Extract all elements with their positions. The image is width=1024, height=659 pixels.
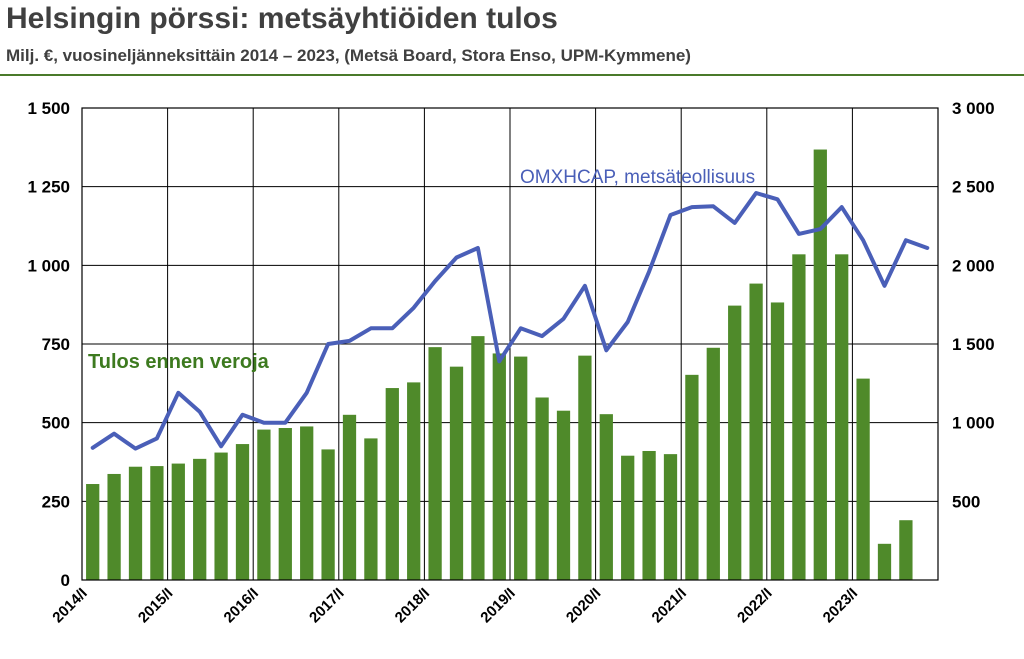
right-tick-label: 500 xyxy=(952,492,980,511)
bar xyxy=(535,397,549,580)
chart-title: Helsingin pörssi: metsäyhtiöiden tulos xyxy=(6,2,558,35)
right-tick-label: 2 500 xyxy=(952,178,995,197)
x-tick-label: 2023/I xyxy=(820,585,862,627)
left-tick-label: 750 xyxy=(42,335,70,354)
x-tick-label: 2022/I xyxy=(734,585,776,627)
x-tick-label: 2017/I xyxy=(306,585,348,627)
bar xyxy=(877,543,892,580)
bar xyxy=(428,347,442,580)
bar xyxy=(471,336,485,580)
bar xyxy=(578,355,592,580)
bar xyxy=(556,410,571,580)
axes xyxy=(81,107,939,581)
bar xyxy=(599,414,613,580)
right-tick-label: 2 000 xyxy=(952,256,995,275)
bar xyxy=(128,466,143,580)
series-line xyxy=(90,191,930,451)
bar xyxy=(492,353,506,580)
left-tick-label: 250 xyxy=(42,492,70,511)
x-tick-label: 2016/I xyxy=(221,585,263,627)
bar-series-label: Tulos ennen veroja xyxy=(88,351,270,373)
x-tick-label: 2020/I xyxy=(563,585,605,627)
right-tick-label: 3 000 xyxy=(952,99,995,118)
bar xyxy=(728,305,742,580)
bar xyxy=(150,466,164,580)
bar xyxy=(663,454,678,580)
bar xyxy=(621,455,635,580)
bar xyxy=(749,283,763,580)
right-tick-label: 1 000 xyxy=(952,414,995,433)
bar xyxy=(321,449,335,580)
bar xyxy=(107,473,121,580)
title-divider xyxy=(0,74,1024,76)
bar xyxy=(685,374,699,580)
bar xyxy=(193,458,207,580)
left-tick-label: 500 xyxy=(42,414,70,433)
bar xyxy=(342,414,357,580)
x-tick-label: 2018/I xyxy=(392,585,434,627)
x-tick-label: 2019/I xyxy=(477,585,519,627)
bar xyxy=(449,366,464,580)
bar xyxy=(813,149,827,580)
bar xyxy=(514,356,528,580)
bar-series xyxy=(86,149,913,580)
left-tick-label: 1 250 xyxy=(27,178,70,197)
left-tick-label: 1 000 xyxy=(27,256,70,275)
bar xyxy=(856,378,870,580)
bar xyxy=(770,302,785,580)
bar xyxy=(171,463,185,580)
bar xyxy=(706,347,720,580)
bar xyxy=(235,444,250,580)
x-tick-label: 2015/I xyxy=(135,585,177,627)
bar xyxy=(364,438,378,580)
bar xyxy=(407,382,421,580)
bar xyxy=(899,520,913,580)
left-tick-label: 0 xyxy=(61,571,70,590)
left-tick-label: 1 500 xyxy=(27,99,70,118)
bar xyxy=(278,428,292,580)
bar xyxy=(257,429,271,580)
plot-frame xyxy=(81,107,939,581)
x-tick-label: 2021/I xyxy=(649,585,691,627)
chart-subtitle: Milj. €, vuosineljänneksittäin 2014 – 20… xyxy=(6,46,691,65)
line-series xyxy=(90,191,930,451)
bar xyxy=(835,254,849,580)
bar xyxy=(385,388,399,580)
bar xyxy=(300,426,314,580)
bar xyxy=(792,254,806,580)
line-series-label: OMXHCAP, metsäteollisuus xyxy=(520,167,755,188)
bar xyxy=(642,450,656,580)
x-tick-label: 2014/I xyxy=(49,585,91,627)
bar xyxy=(214,452,228,580)
right-tick-label: 1 500 xyxy=(952,335,995,354)
bar xyxy=(86,484,100,580)
